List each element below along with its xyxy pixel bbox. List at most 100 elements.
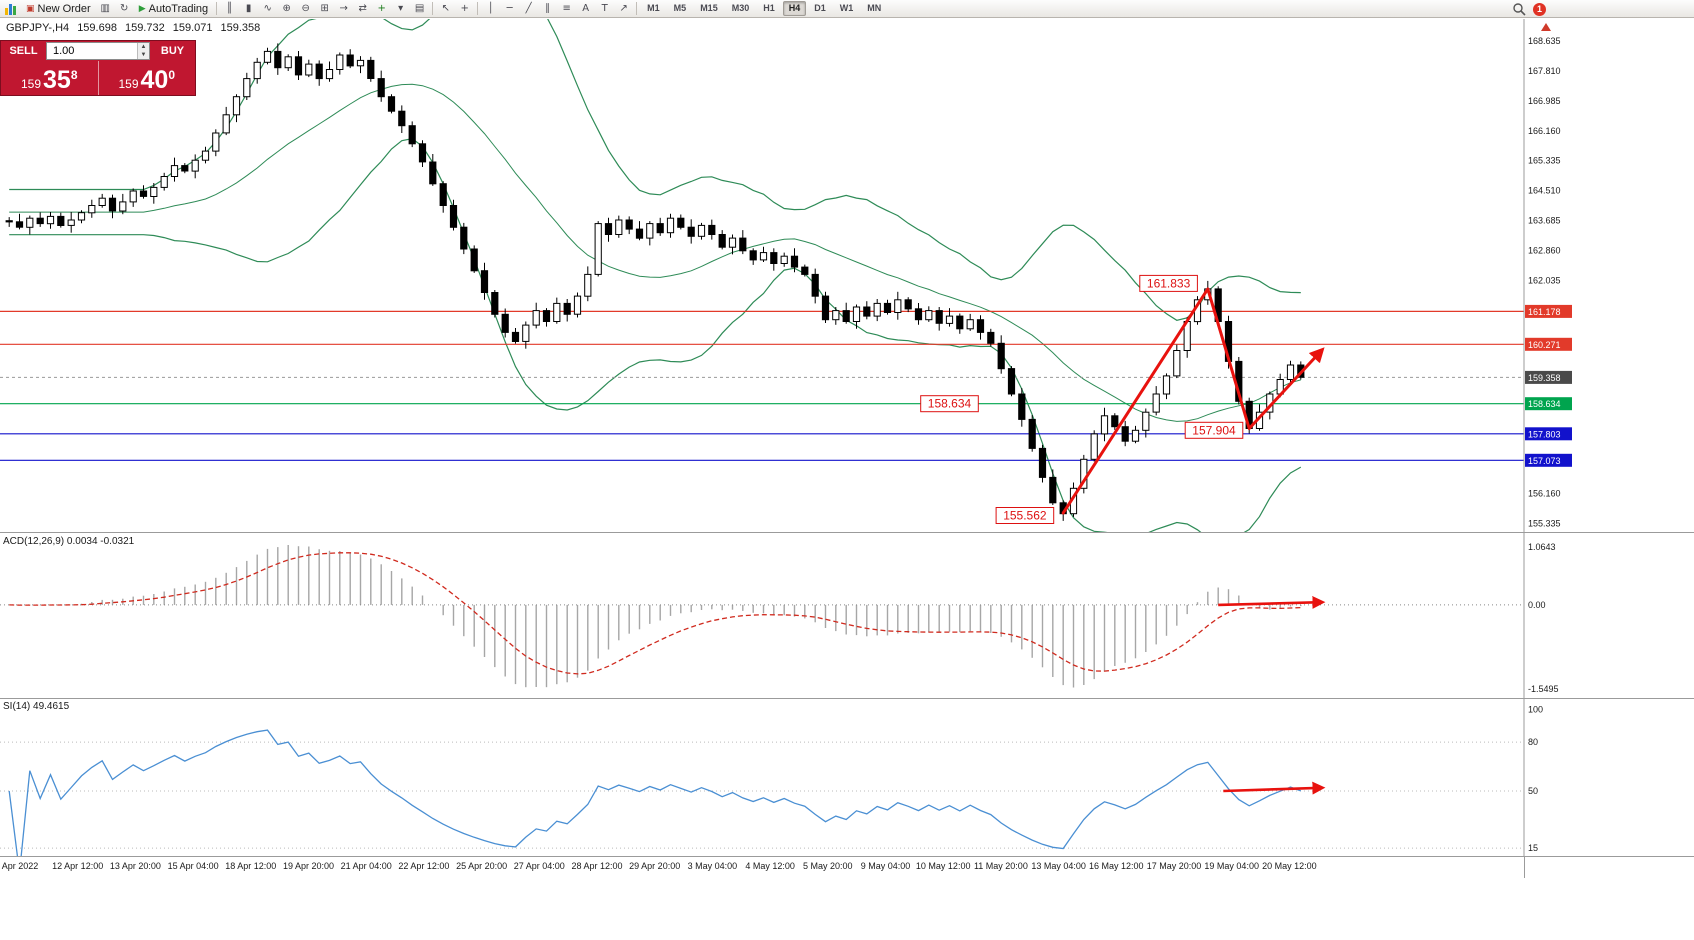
- candle-body: [976, 319, 985, 333]
- time-label: 20 May 12:00: [1262, 861, 1317, 871]
- high-value: 159.732: [124, 22, 165, 34]
- zoom-out-icon[interactable]: ⊖: [301, 3, 310, 14]
- buy-button[interactable]: BUY: [160, 45, 185, 57]
- candle-body: [532, 310, 540, 326]
- time-label: 3 May 04:00: [687, 861, 738, 871]
- channel-icon[interactable]: ∥: [545, 3, 551, 14]
- volume-decrease-button[interactable]: ▼: [138, 51, 149, 59]
- toolbar-separator: [432, 2, 434, 15]
- macd-panel[interactable]: 1.0643 0.00 -1.5495: [0, 532, 1694, 699]
- candle-body: [356, 59, 365, 67]
- notification-badge[interactable]: 1: [1533, 2, 1546, 16]
- price-tick-label: 166.985: [1528, 96, 1561, 106]
- autotrading-button[interactable]: ▶ AutoTrading: [134, 1, 213, 16]
- timeframe-h1-button[interactable]: H1: [763, 3, 775, 13]
- time-label: 29 Apr 20:00: [629, 861, 681, 871]
- price-chart[interactable]: 161.833 158.634 157.904 155.562 168.635 167.8…: [0, 19, 1694, 532]
- time-label: 13 May 04:00: [1031, 861, 1086, 871]
- timeframe-m5-button[interactable]: M5: [673, 3, 687, 13]
- new-order-button[interactable]: ▣ New Order: [21, 1, 96, 16]
- horizontal-line-icon[interactable]: ─: [506, 3, 513, 14]
- scroll-up-arrow[interactable]: [1541, 23, 1551, 31]
- candle-body: [759, 252, 768, 261]
- macd-axis-label: 0.00: [1528, 600, 1546, 610]
- price-annotation-box[interactable]: [1184, 421, 1244, 439]
- auto-scroll-icon[interactable]: →: [339, 3, 348, 14]
- time-axis[interactable]: Apr 2022 12 Apr 12:00 13 Apr 20:00 15 Apr 0…: [0, 856, 1694, 879]
- price-level-badge-text: 161.178: [1528, 307, 1561, 317]
- price-annotation-box[interactable]: [920, 395, 979, 413]
- price-level-badge-text: 157.803: [1528, 429, 1561, 439]
- price-annotation-box[interactable]: [995, 507, 1055, 524]
- price-tick-label: 156.160: [1528, 488, 1561, 498]
- periods-dropdown-icon[interactable]: ▾: [398, 3, 404, 14]
- price-annotation-text: 155.562: [1003, 509, 1047, 523]
- line-chart-icon[interactable]: ∿: [263, 3, 272, 14]
- sell-price-button[interactable]: 159 35 8: [1, 61, 98, 95]
- timeframe-mn-button[interactable]: MN: [867, 3, 882, 13]
- candlestick-chart-icon[interactable]: ▮: [245, 3, 252, 14]
- candle-body: [1090, 433, 1098, 460]
- candle-body: [129, 190, 137, 203]
- search-icon[interactable]: [1512, 2, 1526, 16]
- candle-body: [36, 217, 44, 225]
- candle-body: [625, 219, 633, 230]
- crosshair-icon[interactable]: +: [460, 3, 469, 14]
- timeframe-m15-button[interactable]: M15: [700, 3, 718, 13]
- bollinger-upper-band: [9, 19, 1301, 321]
- candle-body: [925, 310, 933, 321]
- sell-button[interactable]: SELL: [9, 45, 38, 57]
- macd-arrow[interactable]: [1218, 595, 1326, 609]
- indicators-icon[interactable]: +: [377, 3, 386, 14]
- candle-body: [511, 331, 520, 342]
- candle-body: [646, 223, 654, 239]
- fibonacci-icon[interactable]: ≡: [562, 3, 571, 14]
- timeframe-h4-button[interactable]: H4: [782, 1, 807, 16]
- candle-body: [811, 273, 819, 297]
- trendline-icon[interactable]: ╱: [525, 3, 532, 14]
- autotrading-button-label: AutoTrading: [148, 2, 209, 15]
- time-label: 15 Apr 04:00: [167, 861, 219, 871]
- profiles-icon[interactable]: ▥: [100, 3, 110, 14]
- volume-increase-button[interactable]: ▲: [138, 43, 149, 51]
- price-level-badge: [1525, 397, 1572, 411]
- candle-body: [935, 310, 943, 324]
- candle-body: [821, 295, 830, 321]
- time-label: 16 May 12:00: [1089, 861, 1144, 871]
- chart-shift-icon[interactable]: ⇄: [358, 3, 367, 14]
- cursor-icon[interactable]: ↖: [441, 3, 450, 14]
- price-annotation-box[interactable]: [1139, 274, 1198, 292]
- templates-icon[interactable]: ▤: [414, 3, 425, 14]
- candle-body: [315, 63, 323, 80]
- volume-input[interactable]: [47, 43, 137, 59]
- candle-body: [1049, 476, 1057, 504]
- timeframe-m30-button[interactable]: M30: [731, 3, 750, 13]
- timeframe-m1-button[interactable]: M1: [647, 3, 660, 13]
- candle-body: [966, 319, 974, 330]
- candle-body: [1038, 447, 1047, 478]
- timeframe-d1-button[interactable]: D1: [814, 3, 826, 13]
- vertical-line-icon[interactable]: │: [487, 3, 494, 14]
- candle-body: [594, 223, 602, 275]
- timeframe-w1-button[interactable]: W1: [839, 3, 854, 13]
- rsi-arrow[interactable]: [1223, 781, 1326, 795]
- price-level-badge-text: 158.634: [1528, 399, 1561, 409]
- text-icon[interactable]: A: [582, 3, 590, 14]
- arrows-tool-icon[interactable]: ↗: [619, 3, 628, 14]
- candle-body: [563, 302, 571, 315]
- buy-price-button[interactable]: 159 40 0: [99, 61, 196, 95]
- candle-body: [863, 306, 871, 317]
- refresh-icon[interactable]: ↻: [120, 3, 129, 14]
- trend-arrow[interactable]: [1061, 287, 1325, 515]
- rsi-panel[interactable]: 100 80 50 15: [0, 698, 1694, 857]
- zoom-in-icon[interactable]: ⊕: [282, 3, 291, 14]
- time-label: 9 May 04:00: [860, 861, 911, 871]
- candle-body: [842, 310, 850, 323]
- toolbar-separator: [477, 2, 479, 15]
- price-tick-label: 163.685: [1528, 216, 1561, 226]
- candle-body: [522, 324, 530, 342]
- tile-windows-icon[interactable]: ⊞: [320, 3, 329, 14]
- bar-chart-icon[interactable]: ║: [226, 3, 233, 14]
- label-icon[interactable]: T: [601, 3, 608, 14]
- rsi-line: [8, 729, 1302, 857]
